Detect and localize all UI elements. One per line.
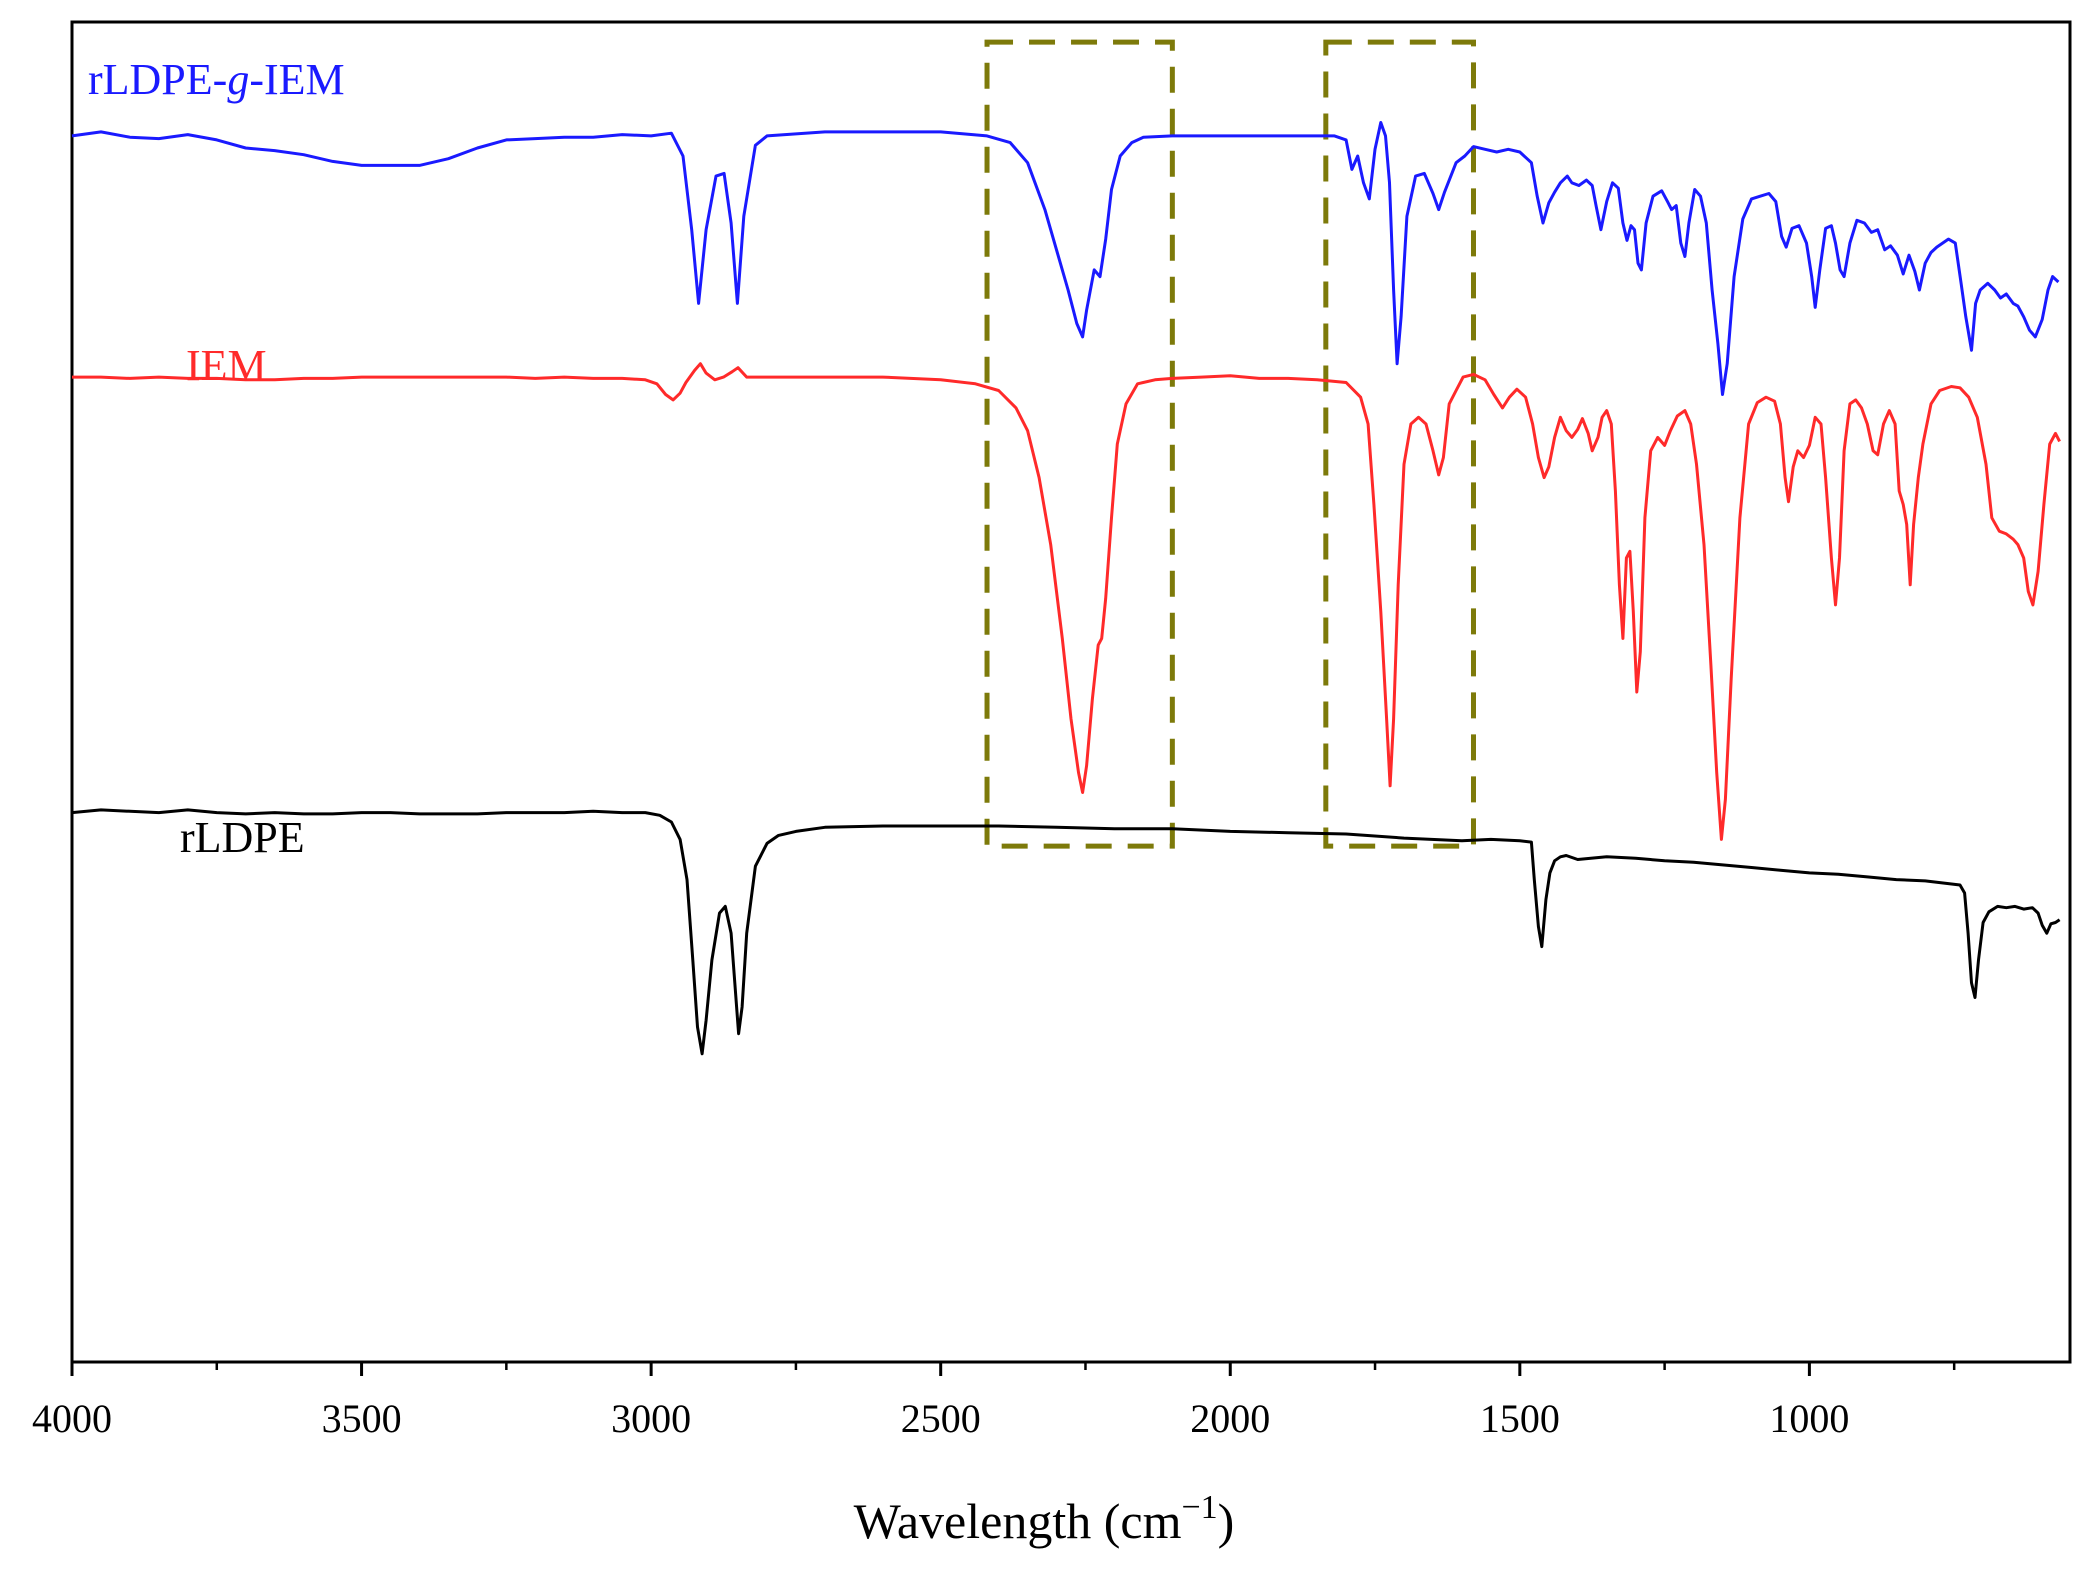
x-tick-label: 3500 — [322, 1396, 402, 1441]
x-axis-title-close: ) — [1218, 1493, 1235, 1549]
x-tick-label: 2000 — [1190, 1396, 1270, 1441]
series-label-part: -IEM — [249, 55, 344, 104]
x-axis-title-text: Wavelength (cm — [854, 1493, 1182, 1549]
series-label-part: rLDPE- — [88, 55, 227, 104]
x-tick-label: 2500 — [901, 1396, 981, 1441]
x-tick-label: 4000 — [32, 1396, 112, 1441]
x-tick-label: 1500 — [1480, 1396, 1560, 1441]
plot-border — [70, 20, 2072, 1364]
series-line-iem — [72, 362, 2061, 841]
series-label-part: g — [227, 55, 249, 104]
series-label-rldpe-g-iem: rLDPE-g-IEM — [88, 55, 345, 104]
highlight-box-1 — [984, 39, 1175, 849]
highlight-box-2 — [1323, 39, 1476, 849]
series-line-rldpe-g-iem — [71, 121, 2060, 396]
series-label-part: rLDPE — [180, 813, 305, 862]
x-axis-ticks: 4000 3500 3000 2500 2000 1500 1000 — [32, 1362, 1956, 1441]
series-label-part: IEM — [186, 341, 267, 390]
series-label-iem: IEM — [186, 341, 267, 390]
series-line-rldpe — [71, 808, 2061, 1056]
plot-frame — [70, 20, 2072, 1364]
x-axis-title-superscript: −1 — [1181, 1489, 1217, 1526]
x-tick-label: 1000 — [1769, 1396, 1849, 1441]
x-tick-label: 3000 — [611, 1396, 691, 1441]
highlight-boxes — [984, 39, 1476, 849]
series-traces — [71, 121, 2061, 1056]
series-labels: rLDPE-g-IEM IEM rLDPE — [88, 55, 345, 862]
x-axis-title: Wavelength (cm−1) — [854, 1489, 1235, 1549]
series-label-rldpe: rLDPE — [180, 813, 305, 862]
